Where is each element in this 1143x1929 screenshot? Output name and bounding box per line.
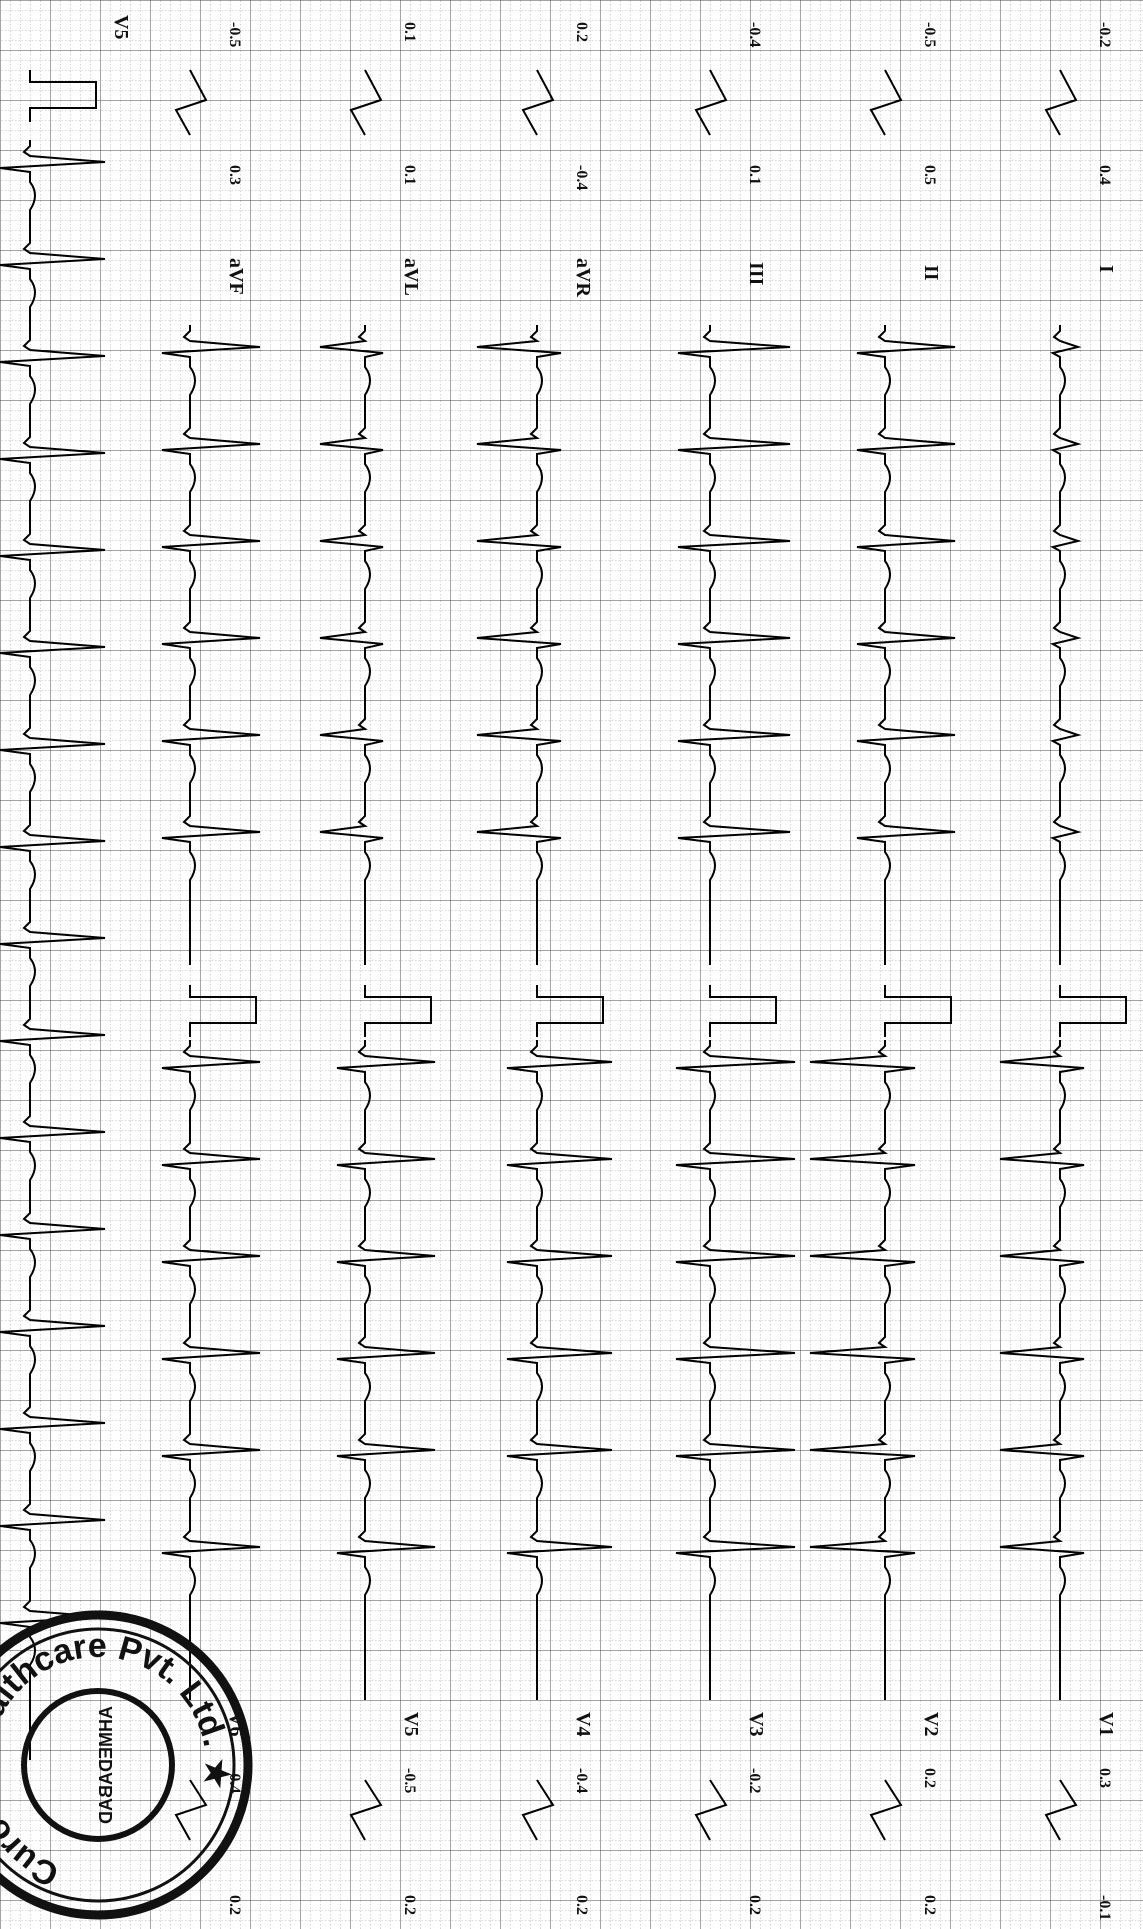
scale-I-min: -0.2 [1096, 22, 1113, 47]
lead-label-aVR: aVR [572, 258, 594, 297]
trace-V2 [809, 1040, 916, 1700]
calibration-pulse [1059, 985, 1127, 1037]
stamp-center-text: AHMEDABAD [96, 1706, 116, 1824]
calibration-pulse [709, 985, 777, 1037]
scale-bar-V5 [349, 1779, 383, 1841]
scale-V2-min: 0.2 [921, 1768, 938, 1788]
lead-label-V2: V2 [920, 1712, 942, 1736]
scale-III-min: -0.4 [746, 22, 763, 47]
trace-aVF [161, 325, 261, 965]
trace-rhythm-V5 [0, 140, 106, 1760]
scale-V6-max: 0.2 [226, 1895, 243, 1915]
scale-II-max: 0.5 [921, 165, 938, 185]
lead-label-V4: V4 [572, 1712, 594, 1736]
calibration-pulse [536, 985, 604, 1037]
rhythm-strip-label: V5 [110, 15, 132, 39]
lead-label-V5: V5 [400, 1712, 422, 1736]
ecg-traces [0, 69, 1127, 1841]
trace-I [1050, 325, 1082, 965]
trace-V1 [999, 1040, 1085, 1700]
calibration-pulse [189, 985, 257, 1037]
scale-bar-II [869, 69, 903, 136]
trace-III [677, 325, 791, 965]
lead-label-V3: V3 [745, 1712, 767, 1736]
calibration-pulse [364, 985, 432, 1037]
trace-aVL [319, 325, 384, 965]
trace-V6 [161, 1040, 261, 1700]
lead-label-aVL: aVL [400, 258, 422, 296]
scale-aVL-min: 0.1 [401, 22, 418, 42]
scale-bar-V4 [521, 1779, 555, 1841]
lead-labels-top: I II III aVR aVL aVF [225, 258, 1117, 297]
scale-bar-V2 [869, 1779, 903, 1841]
scale-aVR-min: 0.2 [573, 22, 590, 42]
scale-aVL-max: 0.1 [401, 165, 418, 185]
scale-III-max: 0.1 [746, 165, 763, 185]
scale-aVF-max: 0.3 [226, 165, 243, 185]
scale-I-max: 0.4 [1096, 165, 1113, 185]
scale-bar-V3 [694, 1779, 728, 1841]
scale-bar-V6 [174, 1779, 208, 1841]
lead-label-aVF: aVF [225, 258, 247, 295]
lead-scales-top: -0.2 0.4 -0.5 0.5 -0.4 0.1 0.2 -0.4 0.1 … [226, 22, 1113, 190]
scale-aVF-min: -0.5 [226, 22, 243, 47]
scale-V5-min: -0.5 [401, 1768, 418, 1793]
scale-bar-V1 [1044, 1779, 1078, 1841]
scale-V2-max: 0.2 [921, 1895, 938, 1915]
scale-V1-max: -0.1 [1096, 1895, 1113, 1920]
lead-label-V1: V1 [1095, 1712, 1117, 1736]
scale-II-min: -0.5 [921, 22, 938, 47]
scale-bar-aVF [174, 69, 208, 136]
scale-aVR-max: -0.4 [573, 165, 590, 190]
scale-V4-max: 0.2 [573, 1895, 590, 1915]
lead-label-II: II [920, 265, 942, 281]
scale-V1-min: 0.3 [1096, 1768, 1113, 1788]
lead-label-I: I [1095, 265, 1117, 273]
scale-V5-max: 0.2 [401, 1895, 418, 1915]
trace-II [856, 325, 956, 965]
lead-label-III: III [745, 262, 767, 286]
lead-scales-bottom: 0.3 -0.1 0.2 0.2 -0.2 0.2 -0.4 0.2 -0.5 … [226, 1768, 1113, 1920]
calibration-pulse [884, 985, 952, 1037]
trace-aVR [476, 325, 562, 965]
trace-V5 [336, 1040, 436, 1700]
trace-V4 [506, 1040, 613, 1700]
scale-V4-min: -0.4 [573, 1768, 590, 1793]
calibration-pulse [29, 70, 97, 122]
scale-bar-aVR [521, 69, 555, 136]
scale-bar-I [1044, 69, 1078, 136]
scale-bar-aVL [349, 69, 383, 136]
scale-bar-III [694, 69, 728, 136]
scale-V3-min: -0.2 [746, 1768, 763, 1793]
trace-V3 [675, 1040, 796, 1700]
scale-V3-max: 0.2 [746, 1895, 763, 1915]
